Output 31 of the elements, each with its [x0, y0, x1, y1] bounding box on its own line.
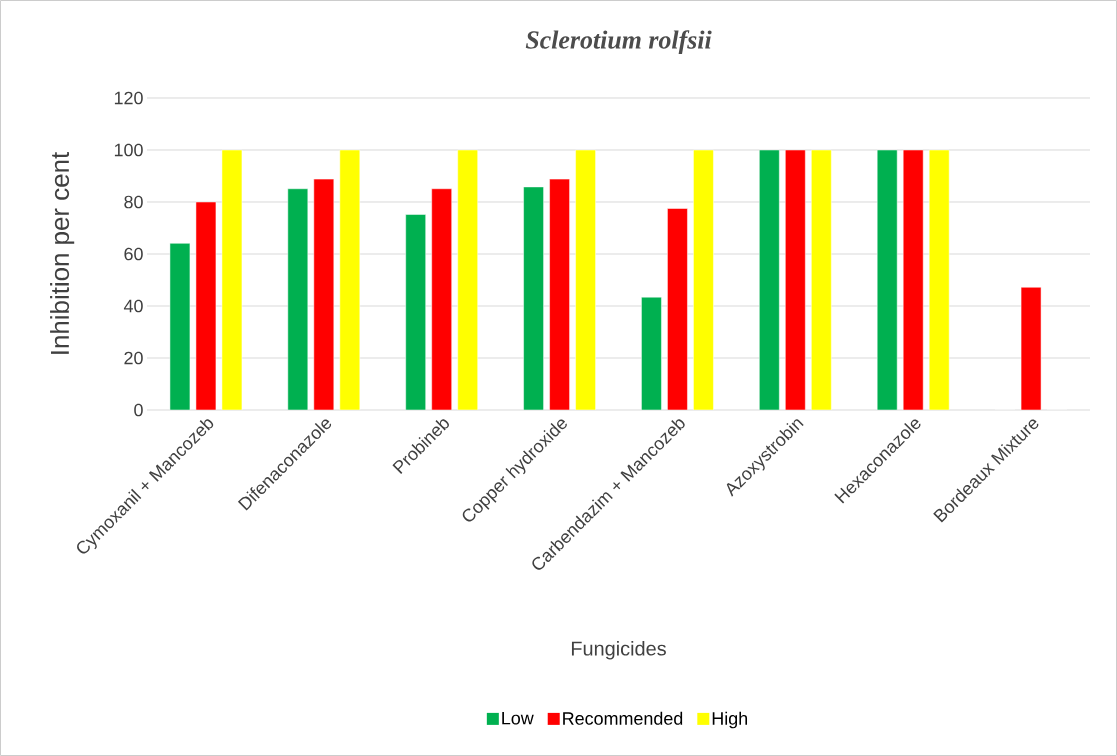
bar [876, 149, 898, 410]
bar [523, 186, 544, 410]
legend-label: Recommended [563, 711, 683, 725]
bar [667, 208, 688, 410]
bar [902, 149, 924, 410]
bar [339, 149, 361, 410]
bar [457, 149, 478, 410]
bar [693, 149, 714, 410]
bar [811, 149, 832, 410]
y-tick-label: 20 [124, 351, 143, 365]
bar [575, 149, 596, 410]
bar [549, 178, 570, 410]
chart-title: Sclerotium rolfsii [525, 30, 712, 54]
bar [928, 149, 950, 410]
bar [785, 149, 806, 410]
y-tick-label: 120 [114, 91, 143, 105]
y-tick-label: 80 [124, 195, 143, 209]
legend-label: High [712, 711, 748, 729]
bar [313, 178, 335, 410]
y-tick-label: 0 [134, 403, 143, 417]
y-tick-label: 40 [123, 299, 143, 313]
y-tick-label: 100 [114, 143, 143, 157]
bar [759, 149, 780, 410]
bar [287, 188, 309, 410]
y-tick-label: 60 [124, 247, 143, 261]
x-axis-title: Fungicides [571, 640, 666, 660]
bar [431, 188, 452, 410]
legend-label: Low [502, 711, 534, 725]
bar [405, 214, 426, 410]
y-axis-title: Inhibition per cent [50, 152, 75, 354]
bar [641, 296, 662, 410]
